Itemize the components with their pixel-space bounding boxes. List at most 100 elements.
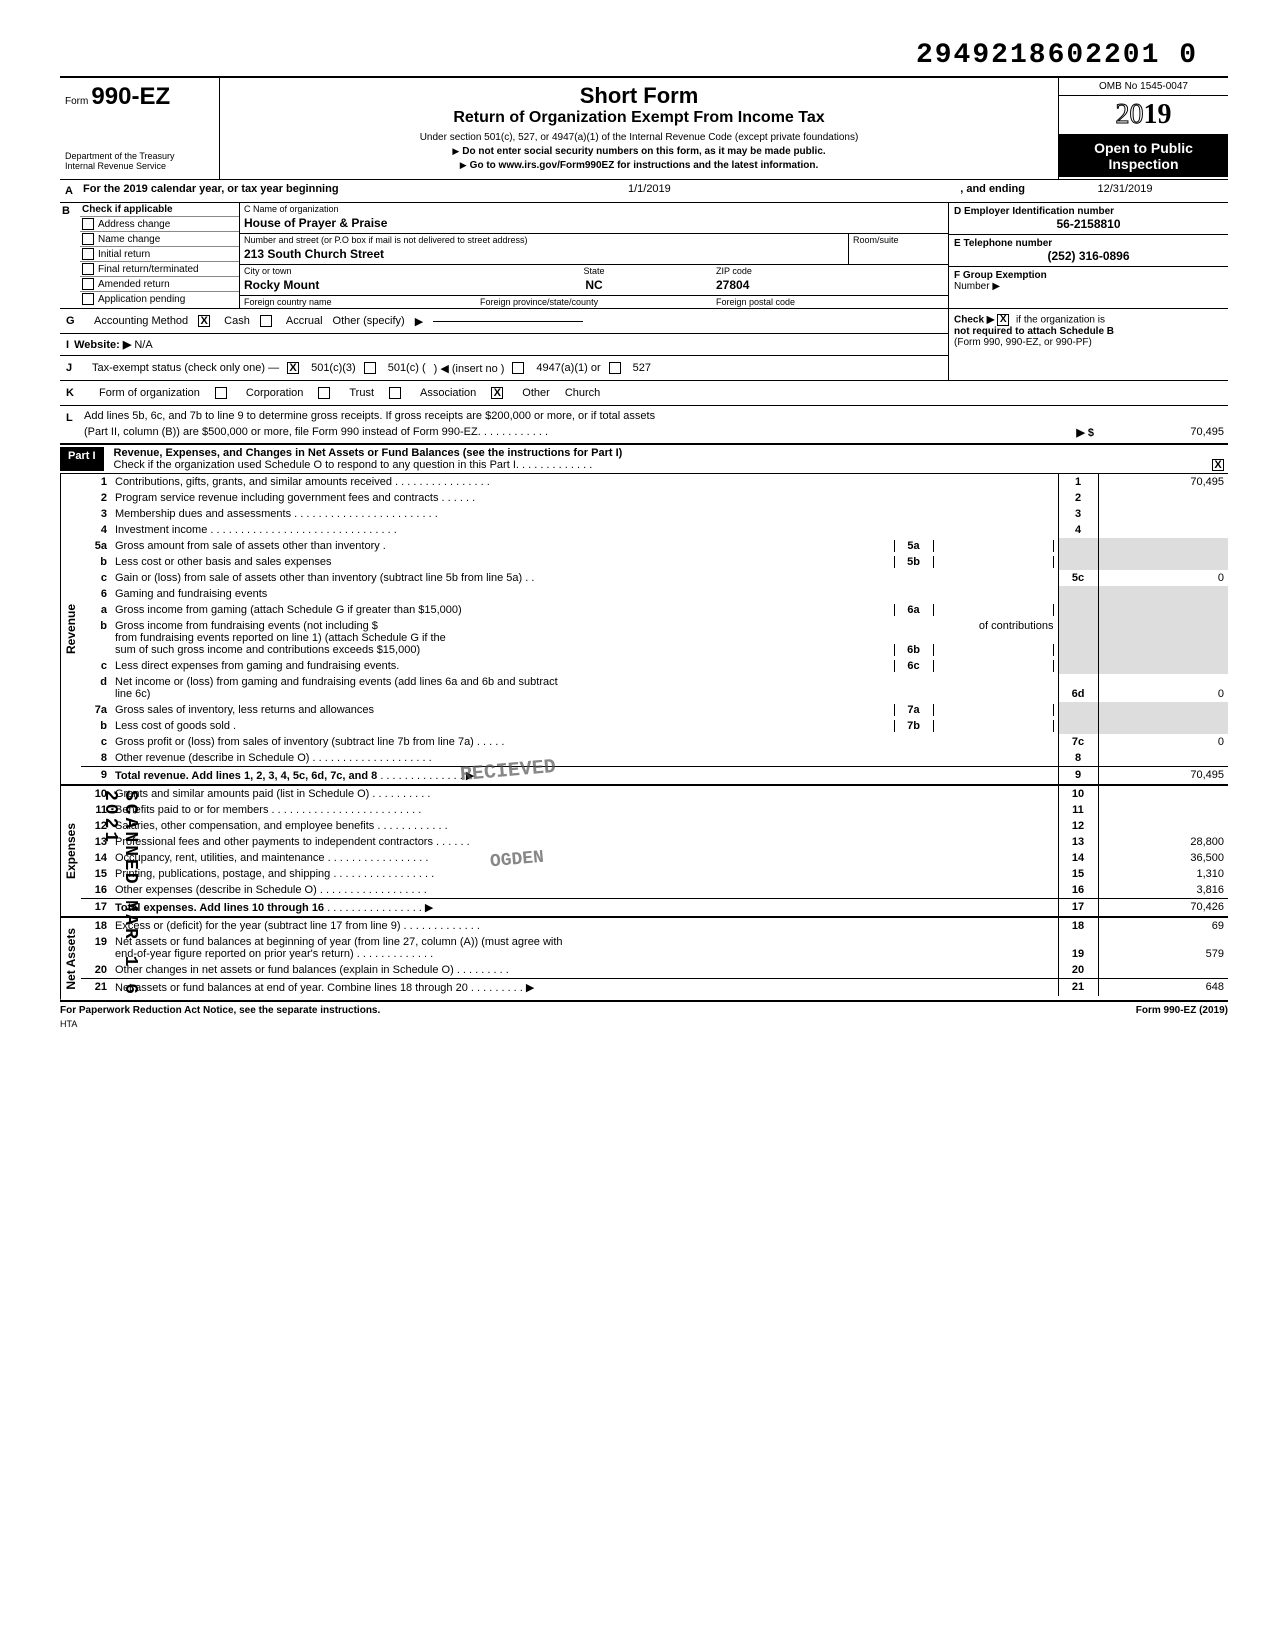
part1-label: Part I: [60, 447, 104, 471]
cb-app-pending[interactable]: [82, 293, 94, 305]
opt-501c: 501(c) (: [388, 362, 426, 374]
line-6d-desc: Net income or (loss) from gaming and fun…: [115, 676, 1054, 688]
cb-name-change[interactable]: [82, 233, 94, 245]
line-6a-desc: Gross income from gaming (attach Schedul…: [115, 604, 894, 616]
scanned-stamp: SCANNED MAR 1 6 2021: [100, 790, 140, 1029]
form-note-1: Under section 501(c), 527, or 4947(a)(1)…: [225, 132, 1053, 143]
cb-label-5: Application pending: [98, 294, 185, 305]
other-org-label: Other: [522, 387, 550, 399]
phone: (252) 316-0896: [954, 249, 1223, 263]
document-number: 2949218602201 0: [60, 40, 1228, 71]
omb-number: OMB No 1545-0047: [1059, 78, 1228, 96]
line-l-text: Add lines 5b, 6c, and 7b to line 9 to de…: [84, 410, 655, 426]
city-label: City or town: [240, 265, 476, 277]
line-20-val: [1098, 962, 1228, 979]
line-a-mid: , and ending: [960, 183, 1025, 199]
line-5c-val: 0: [1098, 570, 1228, 586]
line-8-val: [1098, 750, 1228, 767]
line-19-desc: Net assets or fund balances at beginning…: [115, 936, 1054, 948]
line-5b-desc: Less cost or other basis and sales expen…: [115, 556, 894, 568]
form-header: Form 990-EZ Department of the Treasury I…: [60, 76, 1228, 180]
foreign-prov-label: Foreign province/state/county: [476, 296, 712, 308]
line-6d-desc2: line 6c): [115, 688, 1054, 700]
line-g-letter: G: [64, 313, 84, 329]
line-5c-desc: Gain or (loss) from sale of assets other…: [115, 572, 522, 584]
org-name: House of Prayer & Praise: [240, 215, 948, 233]
cb-trust[interactable]: [318, 387, 330, 399]
dept-treasury: Department of the Treasury: [65, 151, 214, 161]
cb-address-change[interactable]: [82, 218, 94, 230]
cb-527[interactable]: [609, 362, 621, 374]
line-12-desc: Salaries, other compensation, and employ…: [115, 820, 380, 832]
line-f-label: F Group Exemption: [954, 270, 1223, 281]
line-j-label: Tax-exempt status (check only one) —: [92, 362, 279, 374]
city: Rocky Mount: [240, 277, 476, 295]
open-public-1: Open to Public: [1064, 140, 1223, 156]
line-l-letter: L: [64, 410, 84, 426]
form-note-3: Go to www.irs.gov/Form990EZ for instruct…: [470, 160, 819, 171]
footer-right: Form 990-EZ (2019): [1136, 1005, 1228, 1016]
line-17-val: 70,426: [1098, 899, 1228, 917]
footer-hta: HTA: [60, 1019, 1228, 1029]
cb-501c3[interactable]: [287, 362, 299, 374]
line-7c-desc: Gross profit or (loss) from sales of inv…: [115, 736, 474, 748]
line-21-val: 648: [1098, 979, 1228, 997]
line-4-val: [1098, 522, 1228, 538]
line-h-label1: Check ▶: [954, 315, 994, 326]
line-a-begin: 1/1/2019: [339, 183, 961, 199]
trust-label: Trust: [349, 387, 374, 399]
cb-4947[interactable]: [512, 362, 524, 374]
cb-initial-return[interactable]: [82, 248, 94, 260]
revenue-section-label: Revenue: [60, 474, 81, 784]
line-3-desc: Membership dues and assessments .: [115, 508, 297, 520]
cb-final-return[interactable]: [82, 263, 94, 275]
cb-assoc[interactable]: [389, 387, 401, 399]
line-d-label: D Employer Identification number: [954, 206, 1223, 217]
line-17-desc: Total expenses. Add lines 10 through 16: [115, 902, 324, 914]
street-label: Number and street (or P.O box if mail is…: [240, 234, 848, 246]
line-k-letter: K: [64, 385, 84, 401]
cb-part1-schedule-o[interactable]: [1212, 459, 1224, 471]
line-b-header: Check if applicable: [82, 204, 173, 215]
ein: 56-2158810: [954, 217, 1223, 231]
part1-check-text: Check if the organization used Schedule …: [114, 459, 516, 471]
cb-cash[interactable]: [198, 315, 210, 327]
line-10-val: [1098, 786, 1228, 802]
form-title: Short Form: [225, 83, 1053, 109]
cb-label-3: Final return/terminated: [98, 264, 199, 275]
foreign-name-label: Foreign country name: [240, 296, 476, 308]
cb-label-2: Initial return: [98, 249, 150, 260]
line-i-letter: I: [64, 337, 71, 353]
line-3-val: [1098, 506, 1228, 522]
line-6d-val: 0: [1098, 674, 1228, 702]
cb-501c[interactable]: [364, 362, 376, 374]
corp-label: Corporation: [246, 387, 303, 399]
line-4-desc: Investment income .: [115, 524, 213, 536]
cb-amended[interactable]: [82, 278, 94, 290]
line-15-desc: Printing, publications, postage, and shi…: [115, 868, 336, 880]
website-value: N/A: [134, 339, 152, 351]
cb-label-1: Name change: [98, 234, 160, 245]
line-11-val: [1098, 802, 1228, 818]
open-public-2: Inspection: [1064, 156, 1223, 172]
line-6b-desc: Gross income from fundraising events (no…: [115, 620, 979, 632]
part1-title: Revenue, Expenses, and Changes in Net As…: [114, 447, 1228, 459]
line-15-val: 1,310: [1098, 866, 1228, 882]
line-l-arrow: ▶ $: [1076, 426, 1094, 439]
line-13-desc: Professional fees and other payments to …: [115, 836, 433, 848]
line-8-desc: Other revenue (describe in Schedule O) .: [115, 752, 316, 764]
cb-accrual[interactable]: [260, 315, 272, 327]
opt-4947: 4947(a)(1) or: [536, 362, 600, 374]
line-g-label: Accounting Method: [94, 315, 188, 327]
line-7c-val: 0: [1098, 734, 1228, 750]
cb-other-org[interactable]: [491, 387, 503, 399]
line-h-label4: (Form 990, 990-EZ, or 990-PF): [954, 337, 1092, 348]
cb-corp[interactable]: [215, 387, 227, 399]
line-5a-desc: Gross amount from sale of assets other t…: [115, 540, 894, 552]
cb-line-h[interactable]: [997, 314, 1009, 326]
line-14-val: 36,500: [1098, 850, 1228, 866]
line-h-label2: if the organization is: [1016, 315, 1105, 326]
line-1-desc: Contributions, gifts, grants, and simila…: [115, 476, 392, 488]
line-e-label: E Telephone number: [954, 238, 1223, 249]
form-number: 990-EZ: [91, 83, 170, 110]
